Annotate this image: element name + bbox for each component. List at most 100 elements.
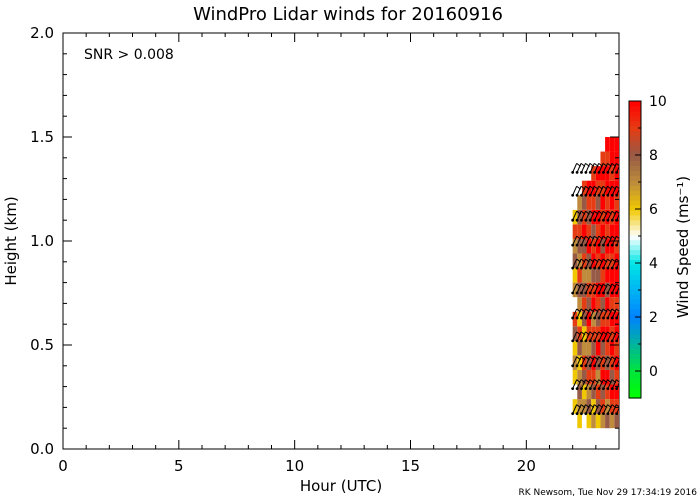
wind-barb — [594, 258, 600, 269]
colorbar-segment — [629, 294, 641, 300]
wind-barb — [572, 404, 578, 414]
wind-barb — [576, 404, 582, 414]
wind-barb — [607, 235, 613, 246]
wind-speed-cell — [577, 268, 582, 283]
wind-barb-base — [580, 266, 583, 270]
wind-speed-cell — [614, 137, 619, 152]
wind-barb-base — [575, 291, 579, 295]
wind-barb-base — [597, 218, 601, 222]
wind-barb-flag — [621, 309, 625, 312]
wind-barb-flag — [621, 259, 625, 262]
wind-speed-cell — [605, 297, 610, 312]
wind-barb-base — [571, 339, 575, 343]
wind-barb-base — [615, 339, 619, 343]
wind-barb — [611, 210, 617, 221]
wind-barb-flag — [615, 162, 619, 167]
wind-barb-base — [584, 316, 588, 320]
wind-barb — [572, 186, 578, 196]
wind-barb — [576, 163, 582, 173]
wind-barb-base — [580, 387, 583, 391]
colorbar-segment — [629, 165, 641, 171]
wind-speed-cell — [614, 209, 619, 225]
wind-speed-cell — [609, 253, 615, 269]
wind-barb-base — [588, 170, 592, 174]
wind-barb-base — [597, 170, 601, 174]
wind-barb-base — [588, 412, 592, 416]
colorbar-segment — [629, 214, 641, 221]
wind-barb — [572, 283, 578, 294]
wind-speed-cell — [600, 151, 606, 167]
wind-speed-cell — [600, 282, 606, 298]
wind-speed-cell — [572, 238, 578, 254]
colorbar-segment — [629, 209, 641, 216]
colorbar-tick-label: 0 — [649, 364, 658, 380]
wind-barb — [581, 379, 586, 389]
wind-speed-cell — [605, 340, 610, 356]
wind-speed-cell — [595, 224, 601, 239]
y-axis-label: Height (km) — [2, 196, 20, 285]
wind-barb-base — [606, 364, 610, 368]
wind-barb-base — [597, 266, 601, 270]
colorbar: 0 2 4 6 8 10 — [628, 94, 667, 399]
wind-barb-base — [575, 364, 579, 368]
wind-speed-cell — [605, 282, 610, 298]
wind-speed-cell — [605, 369, 610, 385]
wind-speed-cell — [595, 195, 601, 210]
wind-barb — [598, 356, 604, 367]
wind-barb-base — [602, 364, 605, 368]
wind-barb-base — [593, 243, 597, 247]
wind-barb-flag — [615, 283, 619, 287]
wind-speed-cell — [581, 355, 587, 370]
wind-barb-base — [610, 266, 614, 270]
wind-barb-base — [588, 316, 592, 320]
wind-barb-base — [597, 339, 601, 343]
wind-speed-cell — [581, 209, 587, 225]
wind-barb — [616, 165, 619, 173]
colorbar-segment — [629, 150, 641, 157]
wind-barb-base — [593, 387, 597, 391]
wind-speed-cell — [605, 413, 610, 429]
colorbar-segment — [629, 170, 641, 176]
wind-barb-flag — [621, 380, 625, 383]
wind-barb — [572, 356, 578, 367]
colorbar-segment — [629, 234, 641, 241]
data-layer — [572, 137, 619, 429]
wind-barb — [594, 186, 600, 196]
wind-barb-base — [584, 364, 588, 368]
wind-barb-base — [606, 218, 610, 222]
colorbar-segment — [629, 185, 641, 191]
wind-barb — [611, 379, 617, 389]
wind-barb — [603, 331, 608, 342]
wind-speed-cell — [586, 413, 592, 429]
wind-barb-base — [575, 387, 579, 391]
wind-speed-cell — [581, 413, 587, 429]
colorbar-segment — [629, 125, 641, 132]
wind-speed-cell — [605, 209, 610, 225]
wind-barb-base — [602, 193, 605, 197]
wind-barb-base — [606, 316, 610, 320]
wind-barb — [598, 283, 604, 294]
wind-barb-base — [575, 243, 579, 247]
wind-speed-cell — [577, 238, 582, 254]
wind-barb — [589, 258, 595, 269]
wind-barb-base — [615, 243, 619, 247]
y-tick-label: 1.5 — [30, 128, 54, 146]
wind-barb — [585, 404, 591, 414]
wind-speed-cell — [577, 384, 582, 400]
colorbar-segment — [629, 388, 641, 394]
wind-barb-base — [584, 243, 588, 247]
wind-barb — [585, 379, 591, 389]
wind-speed-cell — [577, 195, 582, 210]
wind-speed-cell — [586, 384, 592, 400]
wind-barb-base — [593, 170, 597, 174]
wind-barb — [576, 308, 582, 319]
wind-speed-cell — [614, 369, 619, 385]
wind-barb-base — [597, 387, 601, 391]
wind-barb-base — [610, 316, 614, 320]
wind-barb — [607, 210, 613, 221]
wind-speed-cell — [572, 311, 578, 327]
wind-barb-base — [580, 316, 583, 320]
wind-barb-base — [615, 316, 619, 320]
wind-speed-cell — [600, 340, 606, 356]
wind-speed-cell — [572, 297, 578, 312]
